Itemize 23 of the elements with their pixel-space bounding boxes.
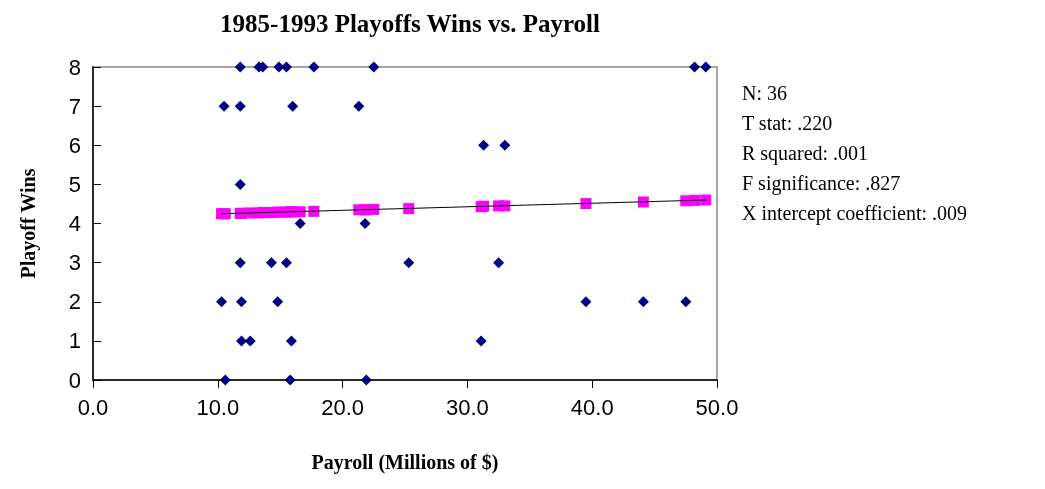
chart-title: 1985-1993 Playoffs Wins vs. Payroll: [220, 10, 600, 37]
text: R squared: .001: [742, 142, 869, 165]
x-tick-label: 20.0: [321, 394, 365, 420]
text: F significance: .827: [742, 172, 901, 195]
y-tick-label: 1: [68, 328, 81, 354]
text: N: 36: [742, 82, 787, 104]
x-tick-label: 40.0: [570, 394, 614, 420]
y-tick-label: 7: [68, 93, 81, 119]
x-tick-label: 30.0: [445, 394, 489, 420]
y-tick-label: 2: [68, 289, 81, 315]
y-tick-label: 6: [68, 132, 81, 158]
x-tick-label: 0.0: [77, 394, 109, 420]
text: X intercept coefficient: .009: [742, 202, 968, 225]
y-tick-label: 8: [68, 54, 81, 80]
y-tick-label: 4: [68, 211, 81, 236]
x-tick-label: 50.0: [695, 394, 739, 420]
y-tick-label: 0: [68, 367, 81, 393]
y-tick-label: 3: [68, 250, 81, 276]
y-tick-label: 5: [68, 171, 81, 197]
x-axis-title: Payroll (Millions of $): [311, 451, 499, 474]
text: T stat: .220: [742, 112, 833, 134]
x-tick-label: 10.0: [196, 394, 240, 420]
y-axis-title: Playoff Wins: [17, 168, 40, 279]
